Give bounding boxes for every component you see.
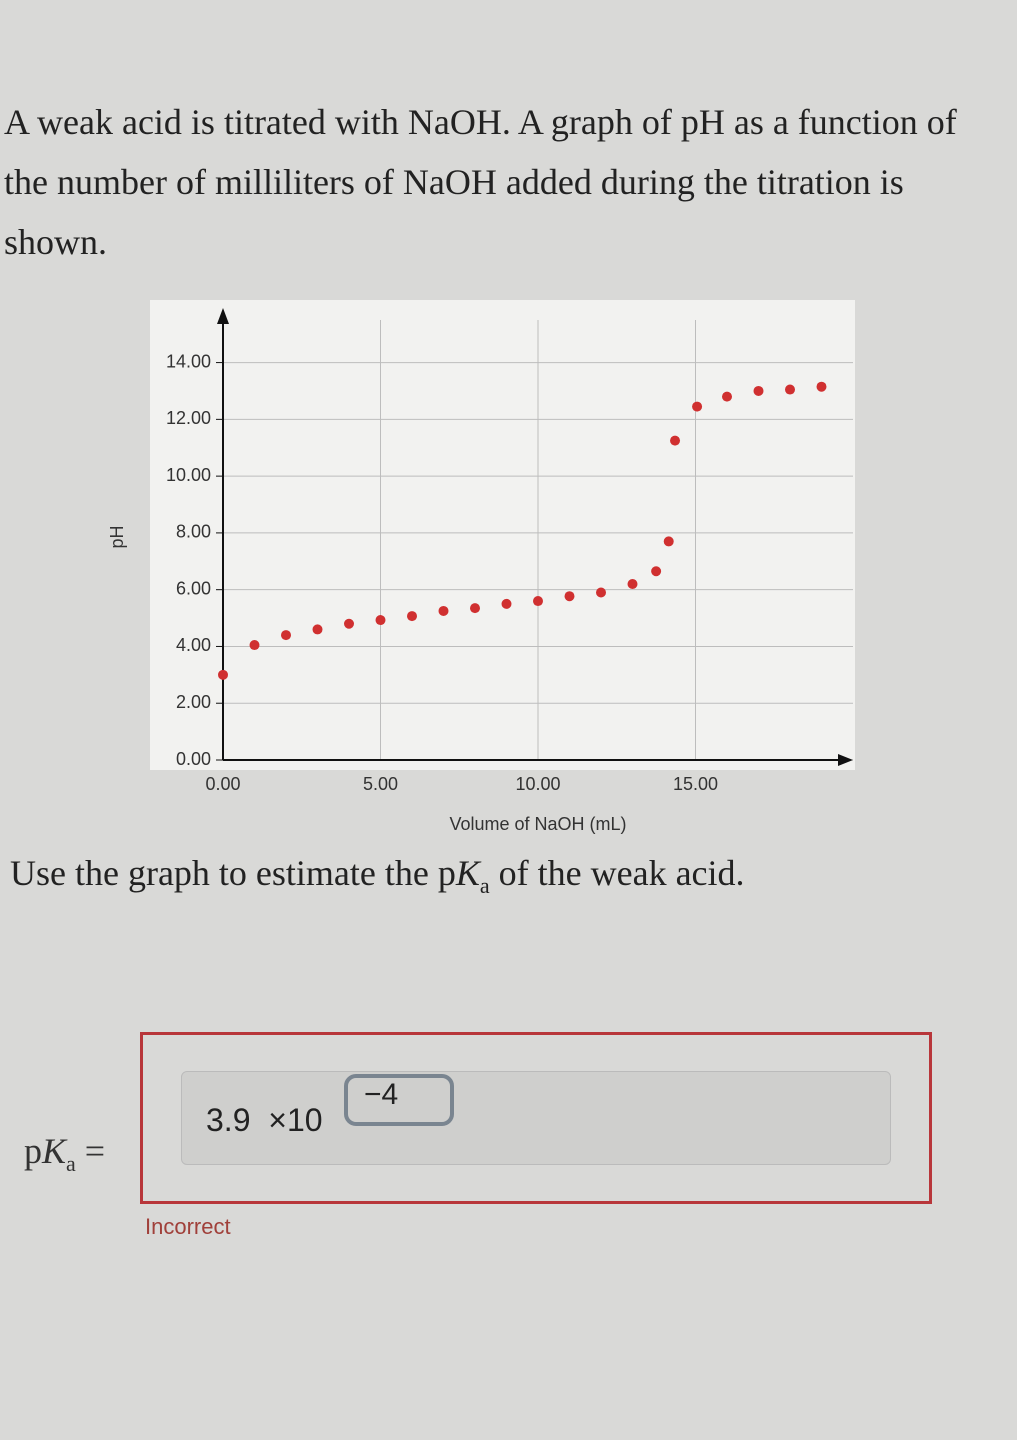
data-point — [375, 615, 386, 626]
data-point — [785, 384, 795, 395]
data-point — [249, 640, 260, 651]
label-eq: = — [84, 1131, 106, 1171]
feedback: Incorrect — [145, 1214, 231, 1239]
y-tick-label: 2.00 — [176, 692, 211, 712]
data-point — [722, 391, 732, 402]
data-point — [533, 596, 543, 607]
y-axis-arrow — [217, 308, 229, 324]
answer-box: 3.9 ×10 −4 — [140, 1032, 932, 1204]
exponent: −4 — [364, 1078, 399, 1111]
prompt-text-end: of the weak acid. — [489, 853, 745, 893]
data-point — [281, 630, 291, 641]
y-tick-label: 14.00 — [166, 351, 211, 371]
answer-input[interactable]: 3.9 ×10 −4 — [181, 1071, 891, 1165]
label-k: K — [42, 1131, 67, 1171]
data-point — [663, 536, 674, 547]
y-axis-label: pH — [107, 525, 127, 548]
data-point — [344, 618, 354, 629]
data-point — [218, 669, 228, 680]
y-tick-label: 12.00 — [166, 408, 211, 428]
plot-background — [150, 300, 855, 770]
answer-label: pKa = — [24, 1130, 105, 1177]
prompt-k: K — [455, 853, 480, 893]
y-tick-label: 4.00 — [176, 635, 211, 655]
data-point — [753, 385, 764, 396]
mantissa: 3.9 — [206, 1102, 251, 1138]
y-tick-label: 8.00 — [176, 522, 211, 542]
x-tick-label: 15.00 — [673, 774, 718, 794]
y-tick-label: 6.00 — [176, 578, 211, 598]
prompt: Use the graph to estimate the pKa of the… — [10, 852, 745, 899]
x-tick-label: 0.00 — [205, 774, 240, 794]
data-point — [312, 624, 323, 635]
x-axis-arrow — [838, 754, 853, 766]
data-point — [501, 598, 512, 609]
x-tick-label: 10.00 — [515, 774, 560, 794]
prompt-sub: a — [479, 873, 490, 899]
x-axis-label: Volume of NaOH (mL) — [449, 814, 626, 834]
data-point — [564, 591, 575, 602]
label-sub: a — [66, 1151, 76, 1177]
data-point — [692, 401, 703, 412]
data-point — [470, 603, 480, 614]
data-point — [627, 579, 638, 589]
data-point — [407, 611, 417, 622]
prompt-text: Use the graph to estimate the p — [10, 853, 456, 893]
question-text: A weak acid is titrated with NaOH. A gra… — [4, 102, 957, 262]
y-tick-label: 10.00 — [166, 465, 211, 485]
data-point — [816, 381, 827, 392]
x-tick-label: 5.00 — [363, 774, 398, 794]
data-point — [670, 435, 681, 446]
exponent-input[interactable]: −4 — [344, 1074, 454, 1126]
data-point — [596, 587, 606, 598]
data-point — [438, 605, 449, 616]
y-tick-label: 0.00 — [176, 749, 211, 769]
times-ten: ×10 — [268, 1102, 323, 1138]
chart: Volume of NaOH (mL) pH 0.00 2.00 4.00 6.00 8… — [107, 300, 855, 834]
label-p: p — [24, 1131, 42, 1171]
answer-value: 3.9 ×10 — [206, 1102, 323, 1139]
data-point — [651, 566, 662, 577]
